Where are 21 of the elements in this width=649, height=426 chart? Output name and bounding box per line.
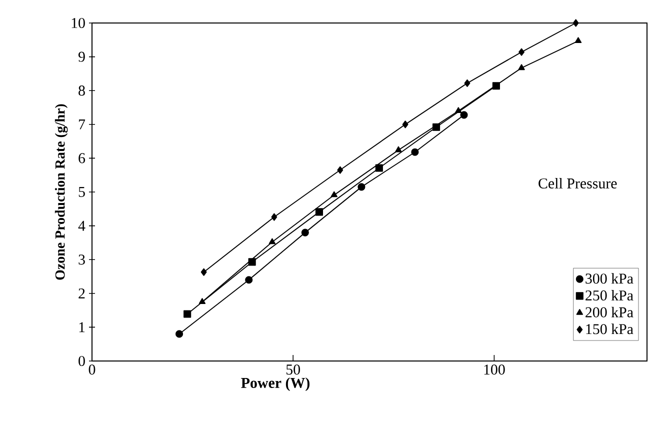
y-tick-label: 7: [78, 120, 86, 130]
x-tick-label: 50: [286, 364, 300, 375]
legend-label: 150 kPa: [586, 324, 634, 334]
x-tick-label: 0: [88, 364, 96, 375]
legend-label: 200 kPa: [586, 306, 634, 318]
y-tick-label: 8: [78, 86, 85, 96]
x-axis-title: Power (W): [241, 377, 310, 391]
y-tick-label: 10: [72, 18, 85, 28]
y-tick-label: 3: [78, 254, 85, 265]
legend-label: 300 kPa: [586, 273, 634, 284]
y-axis-title: Ozone Production Rate (g/hr): [54, 104, 68, 280]
y-tick-label: 1: [79, 322, 85, 332]
y-tick-label: 4: [78, 220, 86, 231]
y-tick-label: 2: [78, 288, 85, 298]
y-tick-label: 0: [78, 356, 85, 366]
x-tick-label: 100: [484, 364, 505, 375]
y-tick-label: 6: [78, 153, 86, 164]
legend-title: Cell Pressure: [538, 178, 617, 188]
y-tick-label: 9: [78, 52, 85, 62]
y-tick-label: 5: [78, 187, 85, 197]
legend-label: 250 kPa: [586, 290, 634, 300]
